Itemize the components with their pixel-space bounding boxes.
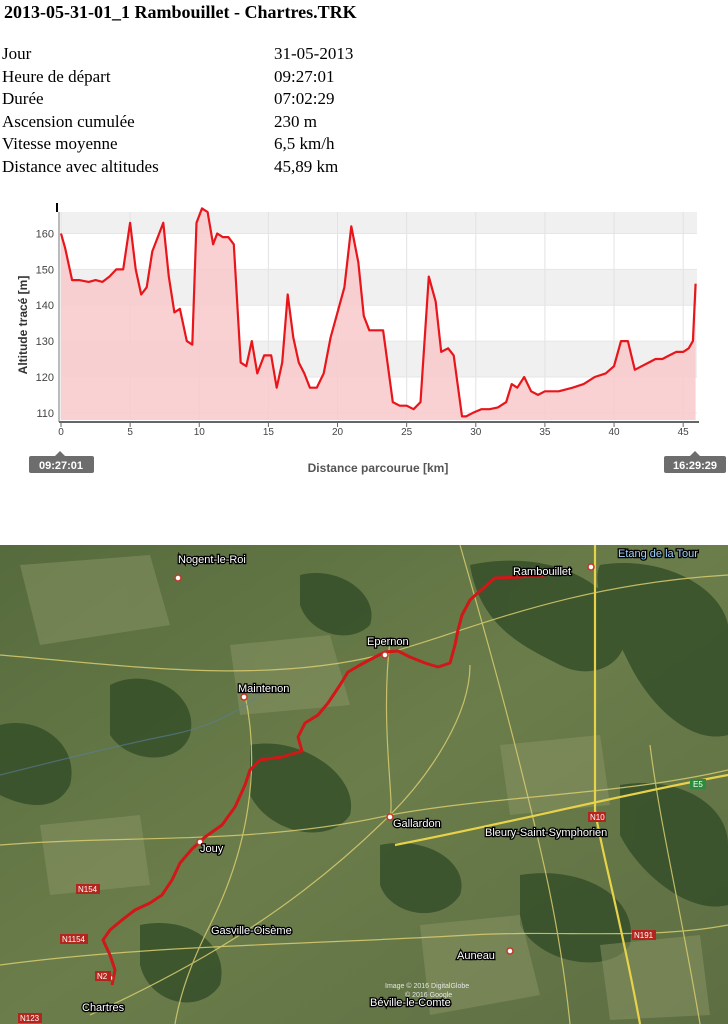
road-shield-label: N191 bbox=[634, 931, 654, 940]
y-tick-label: 140 bbox=[36, 300, 54, 312]
map-label-beville-le-comte[interactable]: Béville-le-Comte bbox=[369, 996, 452, 1011]
road-shield-label: E5 bbox=[693, 780, 703, 789]
x-tick-label: 0 bbox=[58, 427, 64, 438]
start-time-badge: 09:27:01 bbox=[29, 451, 94, 473]
road-shield-e5: E5 bbox=[690, 779, 706, 789]
y-tick-label: 150 bbox=[36, 264, 54, 276]
elevation-area bbox=[61, 208, 696, 420]
stat-row-day: Jour 31-05-2013 bbox=[2, 44, 502, 67]
road-shield-label: N10 bbox=[590, 813, 605, 822]
map-label-etang-de-la-tour[interactable]: Etang de la Tour bbox=[617, 547, 700, 562]
map-label-gallardon[interactable]: Gallardon bbox=[392, 817, 442, 832]
y-axis-label: Altitude tracé [m] bbox=[16, 276, 30, 375]
road-shield-label: N2 bbox=[97, 972, 108, 981]
stats-table: Jour 31-05-2013 Heure de départ 09:27:01… bbox=[2, 44, 502, 180]
map-credit-google: © 2016 Google bbox=[405, 991, 452, 999]
x-tick-label: 15 bbox=[263, 427, 275, 438]
y-tick-label: 160 bbox=[36, 229, 54, 241]
stat-label: Vitesse moyenne bbox=[2, 134, 118, 154]
map-credit-imagery: Image © 2016 DigitalGlobe bbox=[385, 982, 469, 990]
road-shield-n191: N191 bbox=[632, 930, 656, 940]
y-axis: 110 120 130 140 150 160 bbox=[36, 212, 60, 422]
end-time-label: 16:29:29 bbox=[673, 460, 717, 472]
x-tick-label: 5 bbox=[127, 427, 133, 438]
road-shield-label: N123 bbox=[20, 1014, 40, 1023]
road-shield-n123: N123 bbox=[18, 1013, 42, 1023]
road-shield-n2: N2 bbox=[95, 971, 111, 981]
route-map[interactable]: Nogent-le-Roi Rambouillet Etang de la To… bbox=[0, 545, 728, 1024]
map-label-nogent-le-roi[interactable]: Nogent-le-Roi bbox=[177, 553, 247, 568]
map-label-epernon[interactable]: Epernon bbox=[366, 635, 410, 650]
grid-band bbox=[61, 212, 697, 234]
gps-track bbox=[101, 573, 546, 986]
x-tick-label: 30 bbox=[470, 427, 482, 438]
stat-value: 31-05-2013 bbox=[274, 44, 354, 63]
stat-value: 230 m bbox=[274, 111, 317, 131]
y-tick-label: 120 bbox=[36, 372, 54, 384]
x-tick-label: 10 bbox=[194, 427, 206, 438]
y-tick-label: 130 bbox=[36, 336, 54, 348]
end-time-badge: 16:29:29 bbox=[664, 451, 726, 473]
stat-row-ascent: Ascension cumulée 230 m bbox=[2, 112, 502, 135]
road-shield-label: N154 bbox=[78, 885, 98, 894]
stat-label: Heure de départ bbox=[2, 66, 111, 86]
page-title: 2013-05-31-01_1 Rambouillet - Chartres.T… bbox=[4, 2, 357, 22]
map-label-jouy[interactable]: Jouy bbox=[199, 842, 225, 857]
stat-row-speed: Vitesse moyenne 6,5 km/h bbox=[2, 134, 502, 157]
stat-row-duration: Durée 07:02:29 bbox=[2, 89, 502, 112]
x-tick-label: 40 bbox=[608, 427, 620, 438]
y-tick-label: 110 bbox=[36, 408, 54, 420]
stat-value: 09:27:01 bbox=[274, 66, 335, 86]
map-label-bleury[interactable]: Bleury-Saint-Symphorien bbox=[484, 826, 609, 841]
elevation-line bbox=[59, 207, 697, 418]
map-label-chartres[interactable]: Chartres bbox=[81, 1001, 126, 1016]
stat-label: Durée bbox=[2, 89, 44, 109]
road-shield-n10: N10 bbox=[588, 812, 606, 822]
highway-e5 bbox=[394, 773, 728, 847]
start-time-label: 09:27:01 bbox=[39, 460, 83, 472]
stat-label: Ascension cumulée bbox=[2, 111, 135, 131]
road-shield-n154: N154 bbox=[76, 884, 100, 894]
map-label-maintenon[interactable]: Maintenon bbox=[237, 682, 291, 697]
stat-value: 07:02:29 bbox=[274, 89, 335, 109]
x-tick-label: 45 bbox=[678, 427, 690, 438]
stat-value: 6,5 km/h bbox=[274, 134, 335, 154]
forest-patches bbox=[0, 560, 728, 1003]
map-label-rambouillet[interactable]: Rambouillet bbox=[512, 565, 573, 580]
map-label-gasville-oiseme[interactable]: Gasville-Oisème bbox=[210, 924, 293, 939]
map-label-auneau[interactable]: Auneau bbox=[456, 949, 497, 964]
x-tick-label: 35 bbox=[539, 427, 551, 438]
stat-row-start-time: Heure de départ 09:27:01 bbox=[2, 67, 502, 90]
river bbox=[0, 684, 271, 776]
elevation-profile-chart: 0 5 10 15 20 25 30 35 40 45 110 120 130 140 150 160 Al… bbox=[16, 203, 726, 475]
stat-value: 45,89 km bbox=[274, 156, 339, 176]
road-shield-n1154: N1154 bbox=[60, 934, 88, 944]
stat-row-distance: Distance avec altitudes 45,89 km bbox=[2, 157, 502, 180]
stat-label: Jour bbox=[2, 44, 32, 63]
stat-label: Distance avec altitudes bbox=[2, 156, 159, 176]
x-axis-label: Distance parcourue [km] bbox=[308, 461, 449, 475]
x-axis: 0 5 10 15 20 25 30 35 40 45 bbox=[58, 421, 699, 438]
road-shield-label: N1154 bbox=[62, 935, 86, 944]
x-tick-label: 25 bbox=[401, 427, 413, 438]
x-tick-label: 20 bbox=[332, 427, 344, 438]
